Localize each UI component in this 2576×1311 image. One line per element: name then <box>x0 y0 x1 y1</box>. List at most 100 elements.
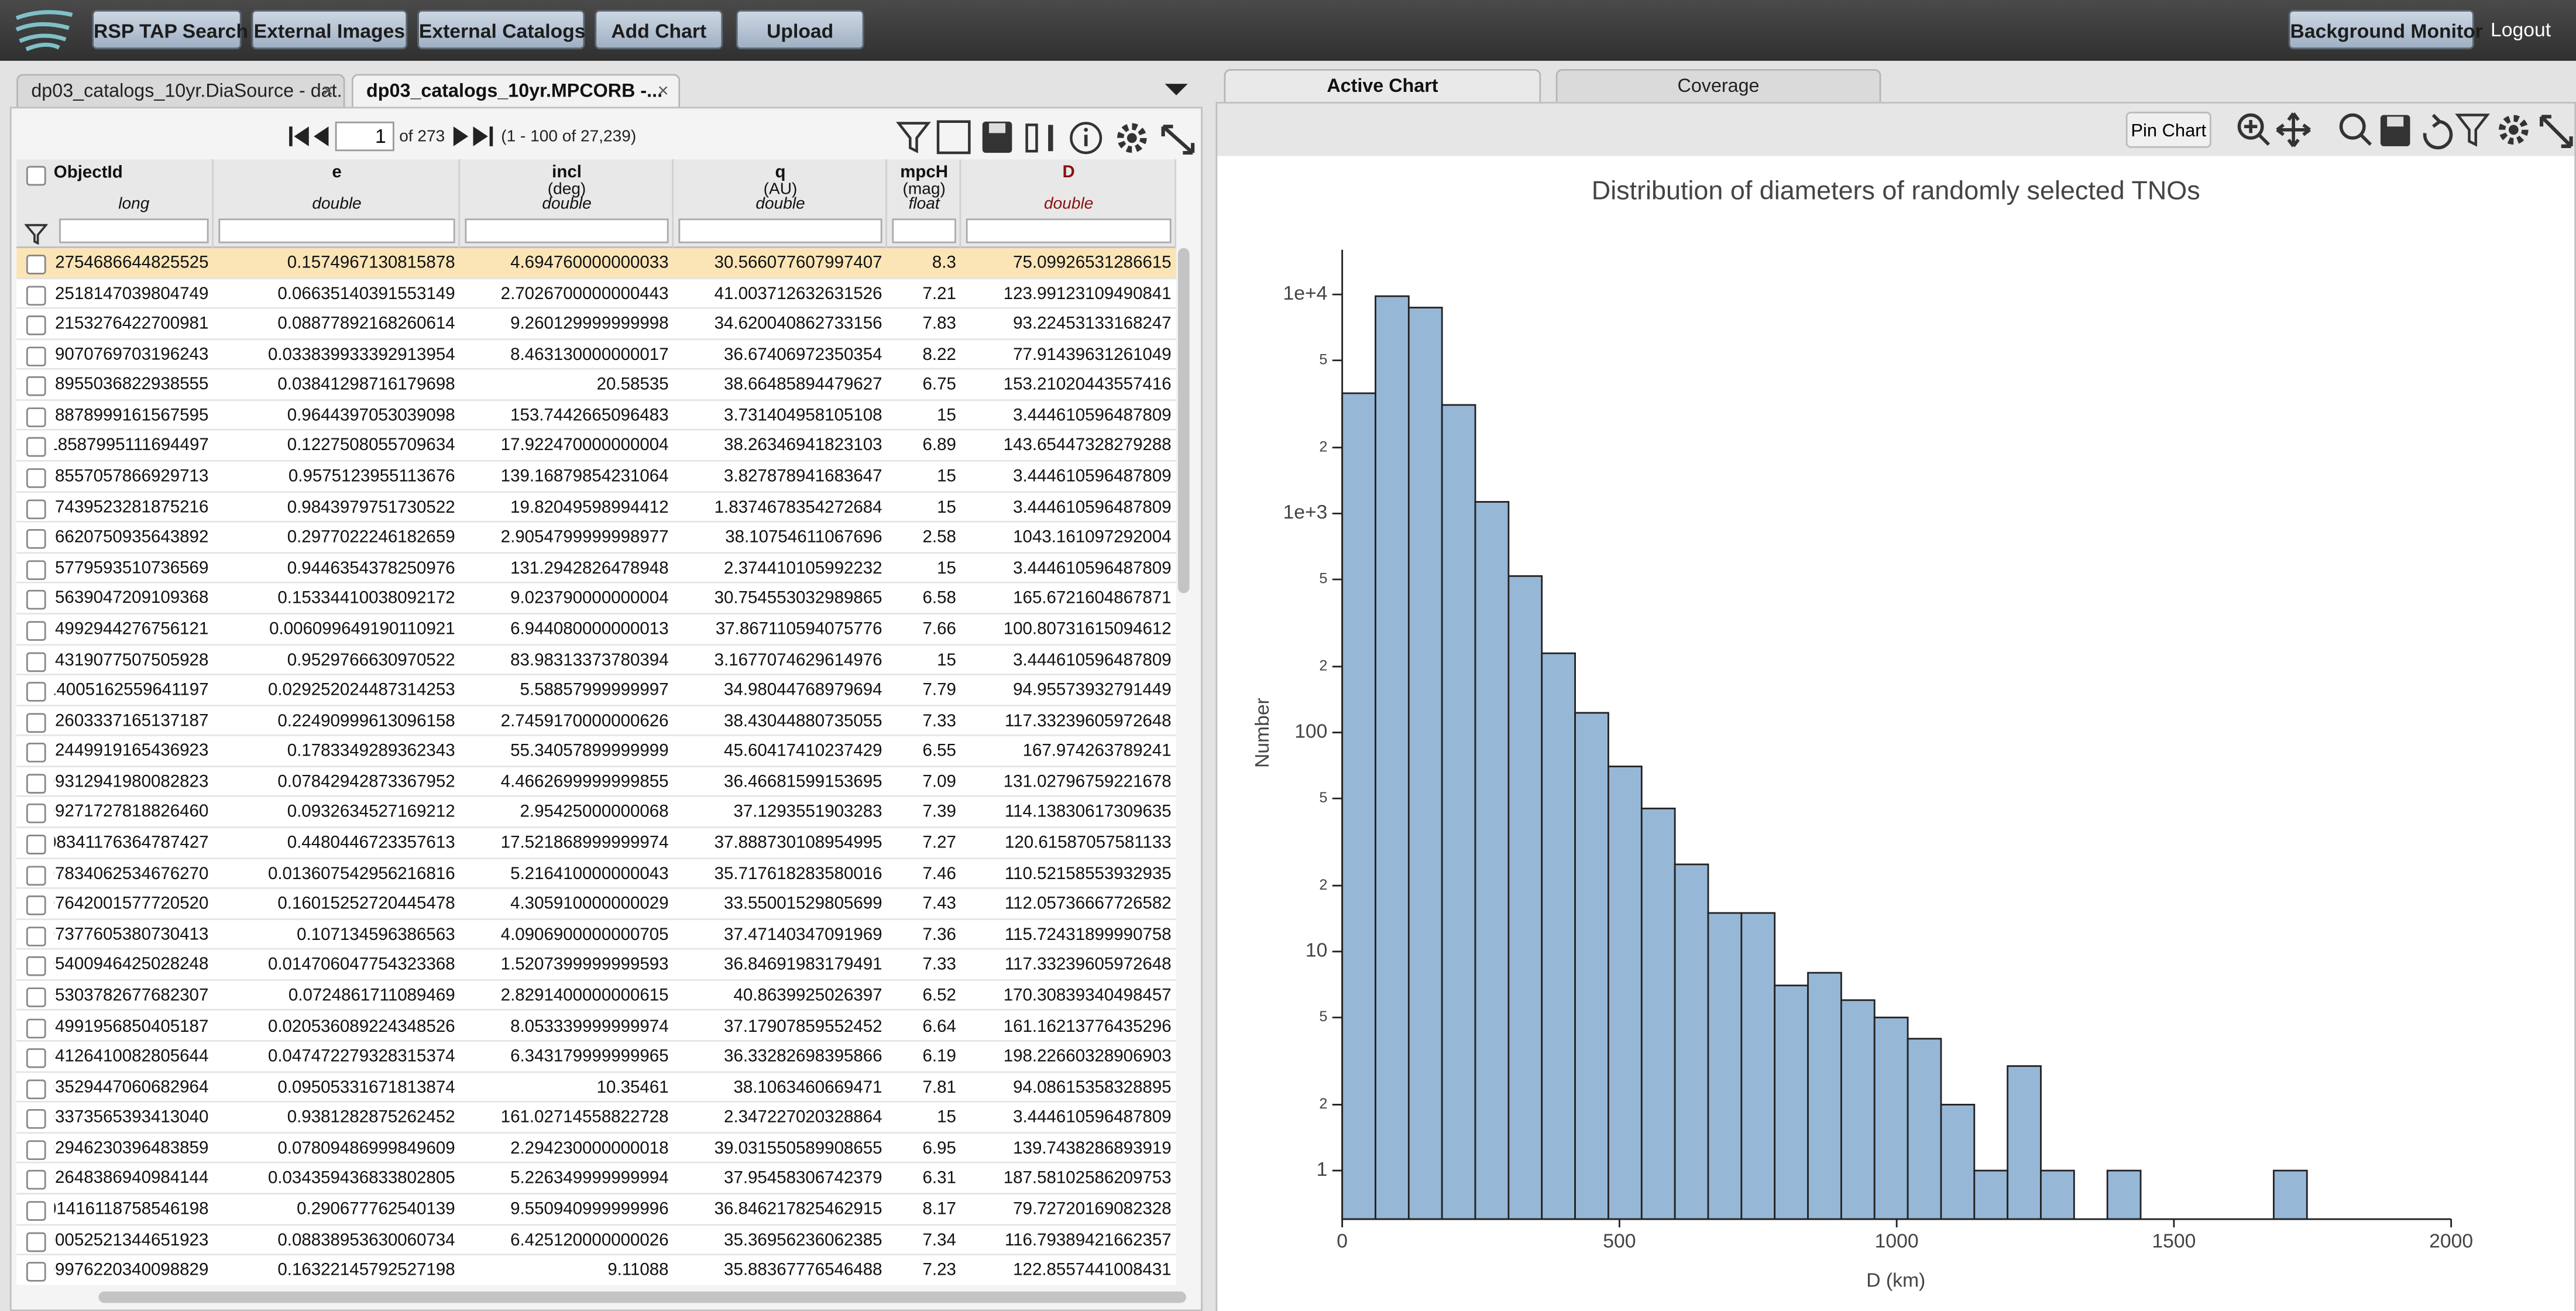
filter-input[interactable] <box>966 218 1172 243</box>
row-checkbox[interactable] <box>26 926 46 946</box>
row-checkbox[interactable] <box>26 1262 46 1282</box>
row-checkbox[interactable] <box>26 804 46 824</box>
bar <box>2273 1169 2308 1220</box>
row-checkbox[interactable] <box>26 835 46 854</box>
table-cell: 34.98044768979694 <box>724 680 882 701</box>
row-checkbox[interactable] <box>26 773 46 794</box>
bar <box>1574 712 1609 1220</box>
table-cell: 0.1227508055709634 <box>287 436 455 456</box>
tab[interactable]: Coverage <box>1555 68 1881 102</box>
row-checkbox[interactable] <box>26 712 46 733</box>
y-tick-label: 5 <box>1319 1008 1327 1025</box>
row-checkbox[interactable] <box>26 1048 46 1069</box>
row-checkbox[interactable] <box>26 1170 46 1190</box>
button[interactable]: Upload <box>736 9 864 50</box>
table-cell: 18557057866929713 <box>54 466 209 487</box>
table-cell: 15 <box>937 558 956 578</box>
table-cell: 14992944276756121 <box>54 619 209 639</box>
table-cell: 2.7026700000000443 <box>500 283 669 304</box>
filter-input[interactable] <box>59 218 209 243</box>
x-tick-label: 1000 <box>1875 1230 1919 1252</box>
row-checkbox[interactable] <box>26 621 46 641</box>
table-cell: 6.343179999999965 <box>510 1046 669 1067</box>
row-checkbox[interactable] <box>26 407 46 427</box>
row-checkbox[interactable] <box>26 1140 46 1160</box>
table-cell: 12449919165436923 <box>54 741 209 761</box>
table-cell: 83.98313373780394 <box>510 650 669 670</box>
row-checkbox[interactable] <box>26 560 46 580</box>
row-checkbox[interactable] <box>26 468 46 488</box>
row-checkbox[interactable] <box>26 590 46 610</box>
row-checkbox[interactable] <box>26 1109 46 1130</box>
button[interactable]: External Images <box>251 9 408 50</box>
table-cell: 0.033839933392913954 <box>267 344 455 365</box>
button[interactable]: Background Monitor <box>2288 9 2483 50</box>
tab[interactable]: Active Chart <box>1224 68 1541 102</box>
table-cell: 30.754553032989865 <box>714 589 882 609</box>
row-checkbox[interactable] <box>26 438 46 458</box>
table-cell: 2.374410105992232 <box>724 558 882 578</box>
table-cell: 22153276422700981 <box>54 314 209 334</box>
pin-chart-button[interactable]: Pin Chart <box>2125 111 2211 148</box>
row-checkbox[interactable] <box>26 285 46 305</box>
row-checkbox[interactable] <box>26 529 46 550</box>
table-tools[interactable] <box>895 116 1199 159</box>
table-cell: 15 <box>937 650 956 670</box>
horizontal-scrollbar[interactable] <box>98 1291 1186 1303</box>
button[interactable]: External Catalogs <box>417 9 585 50</box>
table-cell: 37.17907859552452 <box>724 1016 882 1037</box>
row-checkbox[interactable] <box>26 1231 46 1251</box>
dropdown-arrow[interactable] <box>1165 84 1188 97</box>
row-checkbox[interactable] <box>26 682 46 702</box>
column-type: double <box>755 195 805 214</box>
vertical-scrollbar[interactable] <box>1177 248 1190 593</box>
row-checkbox[interactable] <box>26 956 46 977</box>
y-tick-label: 1e+3 <box>1283 502 1328 523</box>
table-row <box>16 1225 1177 1256</box>
row-checkbox[interactable] <box>26 346 46 366</box>
page-nav-first[interactable] <box>286 123 335 150</box>
table-cell: 09312941980082823 <box>54 772 209 792</box>
row-checkbox[interactable] <box>26 895 46 916</box>
close-icon[interactable]: × <box>322 82 334 102</box>
table-cell: 02648386940984144 <box>54 1169 209 1189</box>
tab[interactable]: dp03_catalogs_10yr.DiaSource - dat... × <box>16 74 345 107</box>
row-checkbox[interactable] <box>26 651 46 671</box>
page-nav-last[interactable] <box>447 123 496 150</box>
page-input[interactable]: 1 <box>335 121 394 152</box>
row-checkbox[interactable] <box>26 376 46 397</box>
filter-input[interactable] <box>465 218 669 243</box>
filter-input[interactable] <box>218 218 455 243</box>
row-checkbox[interactable] <box>26 315 46 336</box>
table-row <box>16 797 1177 828</box>
row-checkbox[interactable] <box>26 987 46 1007</box>
table-row <box>16 1133 1177 1164</box>
table-cell: 6.64 <box>922 1016 956 1037</box>
row-checkbox[interactable] <box>26 255 46 274</box>
row-checkbox[interactable] <box>26 1201 46 1221</box>
table-row <box>16 1011 1177 1042</box>
row-checkbox[interactable] <box>26 743 46 763</box>
table-cell: 55.34057899999999 <box>510 741 669 761</box>
table-cell: 36.33282698395866 <box>724 1046 882 1067</box>
chart-tools[interactable] <box>2234 108 2576 155</box>
tab[interactable]: dp03_catalogs_10yr.MPCORB -... × <box>351 74 681 107</box>
table-row <box>16 644 1177 676</box>
filter-input[interactable] <box>678 218 882 243</box>
filter-icon[interactable] <box>25 222 48 245</box>
close-icon[interactable]: × <box>657 82 669 102</box>
table-cell: 01416118758546198 <box>54 1199 209 1220</box>
select-all-checkbox[interactable] <box>26 166 46 186</box>
row-checkbox[interactable] <box>26 1018 46 1038</box>
button[interactable]: Add Chart <box>595 9 723 50</box>
table-cell: 153.21020443557416 <box>1003 375 1172 395</box>
filter-input[interactable] <box>892 218 956 243</box>
row-checkbox[interactable] <box>26 865 46 886</box>
table-cell: 75.09926531286615 <box>1013 253 1172 273</box>
logout[interactable]: Logout <box>2491 18 2551 42</box>
row-checkbox[interactable] <box>26 499 46 519</box>
row-checkbox[interactable] <box>26 1079 46 1099</box>
table-cell: 8.053339999999974 <box>510 1016 669 1037</box>
table-cell: 117.33239605972648 <box>1004 711 1172 731</box>
button[interactable]: RSP TAP Search <box>92 9 248 50</box>
